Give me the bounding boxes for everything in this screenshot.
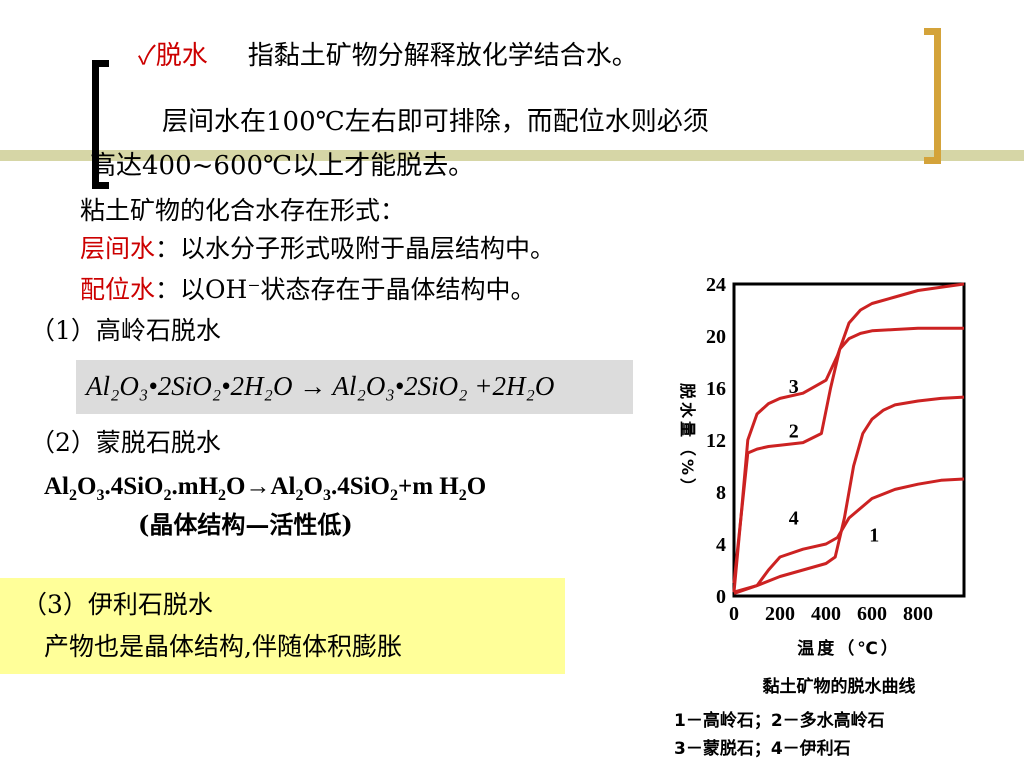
series-line-4 [733,477,965,594]
interlayer-water-line: 层间水：以水分子形式吸附于晶层结构中。 [80,234,555,264]
illite-highlight-box [0,578,565,674]
left-bracket-decoration [92,60,109,189]
kaolinite-heading: （1）高岭石脱水 [30,316,221,345]
series-line-1 [733,395,965,595]
montmorillonite-formula: Al2O3.4SiO2.mH2O→Al2O3.4SiO2+m H2O [44,473,487,504]
y-tick-label: 4 [716,534,726,556]
coordination-water-term: 配位水 [80,275,156,304]
x-tick-label: 200 [765,603,795,625]
header-line-3: 高达400~600℃以上才能脱去。 [90,151,475,181]
x-tick-label: 400 [811,603,841,625]
chart-legend-line-2: 3－蒙脱石；4－伊利石 [674,738,851,759]
formula-box [76,360,633,414]
y-tick-label: 20 [706,326,726,348]
check-icon: ✓ [138,41,156,71]
y-tick-label: 0 [716,586,726,608]
y-axis-label: 脱水量（%） [678,383,697,497]
x-tick-label: 0 [729,603,739,625]
series-label-1: 1 [869,524,879,546]
x-tick-label: 800 [903,603,933,625]
dehydration-term: 脱水 [155,41,208,71]
montmorillonite-heading: （2）蒙脱石脱水 [30,428,221,457]
interlayer-water-term: 层间水 [80,234,156,263]
illite-desc: 产物也是晶体结构,伴随体积膨胀 [44,632,402,661]
series-label-4: 4 [789,508,799,530]
x-axis-label: 温度（℃） [797,638,901,659]
decorative-band [0,150,1024,161]
series-line-2 [732,326,964,593]
chart-plot-frame [732,282,966,598]
y-tick-label: 12 [706,430,726,452]
y-tick-label: 8 [716,482,726,504]
illite-heading: （3）伊利石脱水 [22,590,213,619]
header-line-2: 层间水在100℃左右即可排除，而配位水则必须 [162,107,709,137]
chart-title: 黏土矿物的脱水曲线 [763,676,916,697]
series-label-3: 3 [789,376,799,398]
y-tick-label: 16 [706,378,726,400]
water-forms-intro: 粘土矿物的化合水存在形式： [80,196,406,225]
x-tick-label: 600 [857,603,887,625]
y-tick-label: 24 [706,274,726,296]
kaolinite-formula: Al₂O₃•2SiO₂•2H₂O → Al₂O₃•2SiO₂ +2H₂O [86,371,555,401]
interlayer-water-desc: ：以水分子形式吸附于晶层结构中。 [155,234,556,263]
coordination-water-line: 配位水：以OH⁻状态存在于晶体结构中。 [80,275,536,305]
dehydration-definition: ✓脱水 指黏土矿物分解释放化学结合水。 [138,40,638,72]
dehydration-definition-text: 指黏土矿物分解释放化学结合水。 [247,41,638,71]
series-label-2: 2 [789,420,799,442]
montmorillonite-note: (晶体结构—活性低) [138,510,353,539]
chart-legend-line-1: 1－高岭石；2－多水高岭石 [674,710,885,731]
right-bracket-decoration [924,28,941,164]
series-line-3 [732,282,965,584]
coordination-water-desc: ：以OH⁻状态存在于晶体结构中。 [155,275,536,304]
